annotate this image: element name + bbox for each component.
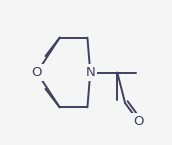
Text: O: O xyxy=(32,66,42,79)
Text: N: N xyxy=(85,66,95,79)
Text: O: O xyxy=(133,115,144,128)
Text: O: O xyxy=(32,66,42,79)
Text: O: O xyxy=(133,115,144,128)
Text: N: N xyxy=(85,66,95,79)
